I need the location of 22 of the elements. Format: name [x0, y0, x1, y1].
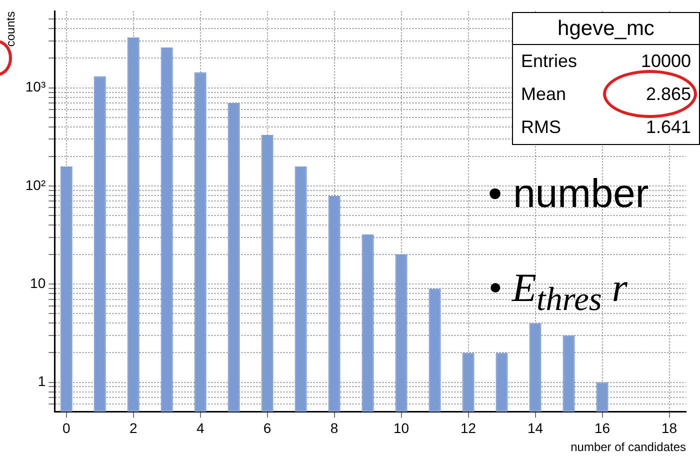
- text: Mean 2.865: [521, 84, 691, 104]
- annotation: • number: [488, 172, 649, 217]
- y-tick-label: 1: [38, 373, 46, 390]
- y-tick-label: 10³: [25, 78, 46, 95]
- annotation: hgeve_mc: [513, 13, 699, 45]
- y-tick-label: 10²: [25, 176, 46, 193]
- x-tick-label: 0: [62, 420, 70, 436]
- text: Entries 10000: [521, 51, 691, 71]
- x-tick-label: 4: [196, 420, 204, 436]
- annotation: • E$_{thres}$ r: [488, 264, 628, 319]
- x-tick-label: 2: [129, 420, 138, 436]
- y-axis-title: counts: [4, 11, 18, 47]
- x-axis-title: number of candidates: [570, 440, 686, 454]
- text: RMS 1.641: [521, 117, 691, 137]
- x-tick-label: 16: [594, 420, 610, 436]
- x-tick-label: 12: [460, 420, 476, 436]
- x-tick-label: 10: [394, 420, 410, 436]
- x-tick-label: 18: [661, 420, 678, 436]
- y-tick-label: 10: [30, 274, 46, 291]
- x-tick-label: 14: [527, 420, 544, 436]
- x-tick-label: 8: [330, 420, 338, 436]
- x-tick-label: 6: [263, 420, 272, 436]
